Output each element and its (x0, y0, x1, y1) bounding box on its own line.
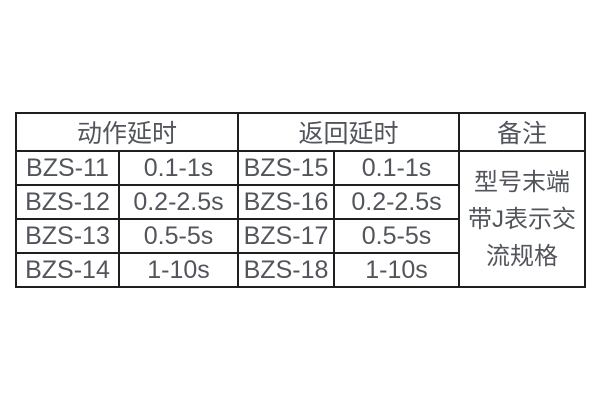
delay-cell: 0.1-1s (333, 150, 461, 186)
table-row: BZS-12 0.2-2.5s BZS-16 0.2-2.5s (15, 184, 585, 220)
model-cell: BZS-17 (237, 218, 336, 254)
header-return-delay: 返回延时 (237, 112, 461, 152)
delay-cell: 0.2-2.5s (333, 184, 461, 220)
delay-cell: 0.5-5s (117, 218, 240, 254)
delay-cell: 1-10s (333, 252, 461, 288)
table-row: BZS-14 1-10s BZS-18 1-10s (15, 252, 585, 288)
table-row: BZS-13 0.5-5s BZS-17 0.5-5s (15, 218, 585, 254)
delay-cell: 0.2-2.5s (117, 184, 240, 220)
model-cell: BZS-11 (15, 150, 120, 186)
remark-line: 型号末端 (474, 168, 571, 196)
header-remark: 备注 (458, 112, 587, 152)
delay-spec-table: 动作延时 返回延时 备注 BZS-11 0.1-1s BZS-15 0.1-1s… (14, 112, 587, 288)
remark-cell: 型号末端 带J表示交 流规格 (458, 150, 587, 288)
remark-line: 带J表示交 (468, 205, 577, 233)
table-header-row: 动作延时 返回延时 备注 (14, 112, 587, 152)
header-action-delay: 动作延时 (14, 112, 240, 152)
table-row: BZS-11 0.1-1s BZS-15 0.1-1s 型号末端 带J表示交 流… (15, 150, 587, 288)
model-cell: BZS-13 (15, 218, 120, 254)
model-cell: BZS-15 (237, 150, 336, 186)
model-cell: BZS-16 (237, 184, 336, 220)
delay-cell: 0.5-5s (333, 218, 461, 254)
model-cell: BZS-12 (15, 184, 120, 220)
model-cell: BZS-14 (15, 252, 120, 288)
remark-line: 流规格 (486, 242, 559, 270)
delay-cell: 1-10s (117, 252, 240, 288)
delay-cell: 0.1-1s (117, 150, 240, 186)
model-cell: BZS-18 (237, 252, 336, 288)
